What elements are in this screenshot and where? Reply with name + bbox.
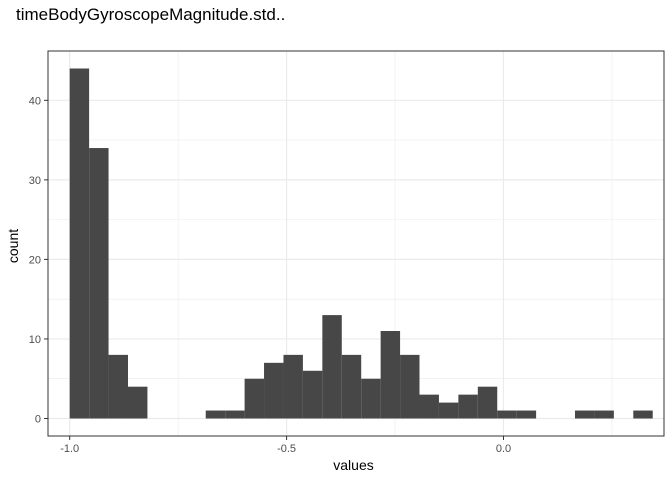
histogram-bar [283,354,303,419]
x-tick-label: 0.0 [496,443,511,455]
y-tick-label: 10 [29,334,41,346]
histogram-bar [419,394,439,419]
histogram-bar [108,354,128,419]
axis-ticks: -1.0 -0.5 0.0 0 10 20 30 40 [29,95,511,455]
histogram-bar [497,410,517,419]
histogram-bars [69,68,653,419]
histogram-bar [341,354,362,419]
x-tick-label: -0.5 [277,443,296,455]
x-axis-title: values [333,457,373,473]
histogram-bar [205,410,226,419]
histogram-bar [322,315,342,419]
histogram-bar [594,410,614,419]
histogram-bar [69,68,90,419]
histogram-bar [244,378,265,419]
chart-title: timeBodyGyroscopeMagnitude.std.. [16,5,286,24]
histogram-bar [516,410,537,419]
y-tick-label: 0 [35,414,41,426]
histogram-bar [302,370,323,419]
histogram-bar [127,386,148,419]
histogram-bar [477,386,498,419]
y-axis-title: count [5,229,21,263]
histogram-bar [633,410,653,419]
y-tick-label: 20 [29,254,41,266]
histogram-bar [89,148,109,419]
y-tick-label: 40 [29,95,41,107]
histogram-bar [438,402,459,419]
histogram-bar [361,378,381,419]
x-tick-label: -1.0 [60,443,79,455]
histogram-bar [400,354,420,419]
y-tick-label: 30 [29,175,41,187]
panel-border [47,50,665,437]
histogram-bar [458,394,478,419]
histogram-bar [264,362,284,419]
histogram-bar [574,410,595,419]
histogram-bar [380,331,401,419]
histogram-bar [225,410,245,419]
